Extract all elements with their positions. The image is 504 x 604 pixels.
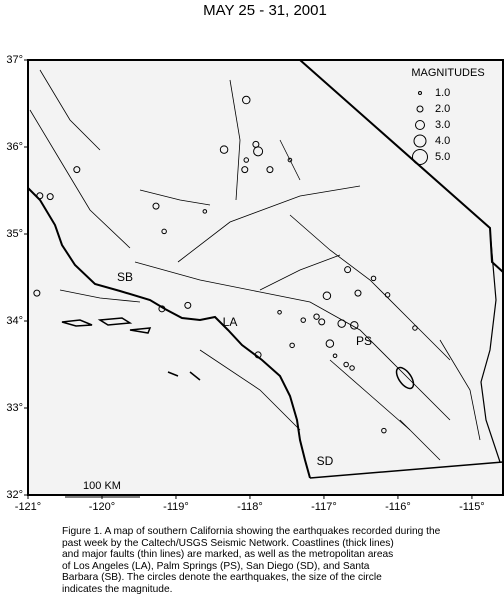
place-label: SB — [117, 270, 133, 284]
x-tick-label: -116° — [385, 501, 411, 513]
earthquake — [412, 325, 418, 331]
legend-circle — [418, 91, 422, 95]
earthquake — [350, 321, 359, 330]
map-frame — [27, 59, 504, 496]
legend-title: MAGNITUDES — [411, 67, 484, 79]
y-tick-label: 34° — [6, 315, 23, 327]
y-tick-label: 36° — [6, 141, 23, 153]
earthquakes — [33, 95, 418, 434]
earthquake — [253, 146, 264, 157]
earthquake — [370, 275, 377, 282]
x-tick-label: -120° — [89, 501, 115, 513]
earthquake — [381, 427, 387, 434]
scale-label: 100 KM — [83, 480, 121, 492]
map: MAY 25 - 31, 2001 100 KM MAGNITUDES -121 — [6, 2, 504, 513]
earthquake — [332, 353, 338, 359]
earthquake — [337, 319, 346, 328]
legend-circle — [412, 149, 428, 165]
earthquake — [300, 317, 306, 323]
earthquake — [313, 313, 320, 320]
map-background — [28, 60, 503, 495]
caption-line: Barbara (SB). The circles denote the ear… — [62, 572, 382, 584]
legend-label: 3.0 — [435, 119, 450, 131]
y-tick-label: 32° — [6, 489, 23, 501]
place-label: LA — [223, 315, 238, 329]
earthquake — [266, 166, 274, 174]
legend-circle — [416, 105, 424, 113]
earthquake — [36, 192, 44, 200]
caption-line: indicates the magnitude. — [62, 583, 173, 595]
earthquake — [184, 301, 192, 309]
earthquake — [384, 292, 391, 298]
x-tick-label: -119° — [163, 501, 189, 513]
legend-label: 2.0 — [435, 103, 450, 115]
earthquake — [349, 365, 355, 371]
earthquake — [289, 342, 295, 349]
caption-line: past week by the Caltech/USGS Seismic Ne… — [62, 537, 394, 549]
earthquake — [242, 95, 251, 105]
earthquake — [354, 289, 362, 297]
earthquake — [343, 361, 349, 368]
earthquake — [322, 291, 332, 301]
caption: Figure 1. A map of southern California s… — [62, 526, 502, 596]
earthquake — [254, 351, 262, 359]
earthquake — [158, 305, 166, 313]
legend-label: 1.0 — [435, 87, 450, 99]
earthquake — [287, 157, 293, 163]
y-tick-label: 35° — [6, 228, 23, 240]
y-tick-label: 37° — [6, 54, 23, 66]
earthquake — [161, 228, 167, 235]
earthquake — [325, 339, 335, 348]
place-label: SD — [317, 454, 334, 468]
earthquake — [152, 202, 160, 210]
legend-label: 4.0 — [435, 135, 450, 147]
earthquake — [73, 166, 81, 174]
earthquake — [202, 209, 208, 214]
x-tick-label: -115° — [459, 501, 485, 513]
y-tick-label: 33° — [6, 402, 23, 414]
earthquake — [318, 318, 326, 326]
caption-line: and major faults (thin lines) are marked… — [62, 549, 394, 561]
geography — [27, 59, 504, 479]
earthquake — [277, 310, 282, 315]
title: MAY 25 - 31, 2001 — [203, 2, 327, 19]
caption-line: of Los Angeles (LA), Palm Springs (PS), … — [62, 560, 370, 572]
earthquake — [33, 289, 41, 297]
x-tick-label: -118° — [237, 501, 263, 513]
earthquake — [243, 157, 250, 163]
legend-circle — [413, 134, 427, 148]
place-label: PS — [356, 334, 372, 348]
earthquake — [241, 166, 249, 174]
legend-circle — [415, 120, 425, 130]
caption-line: Figure 1. A map of southern California s… — [62, 526, 441, 537]
x-tick-label: -121° — [15, 501, 41, 513]
legend-label: 5.0 — [435, 151, 450, 163]
earthquake — [46, 193, 54, 201]
earthquake — [344, 266, 352, 274]
earthquake — [219, 145, 229, 154]
x-tick-label: -117° — [311, 501, 337, 513]
